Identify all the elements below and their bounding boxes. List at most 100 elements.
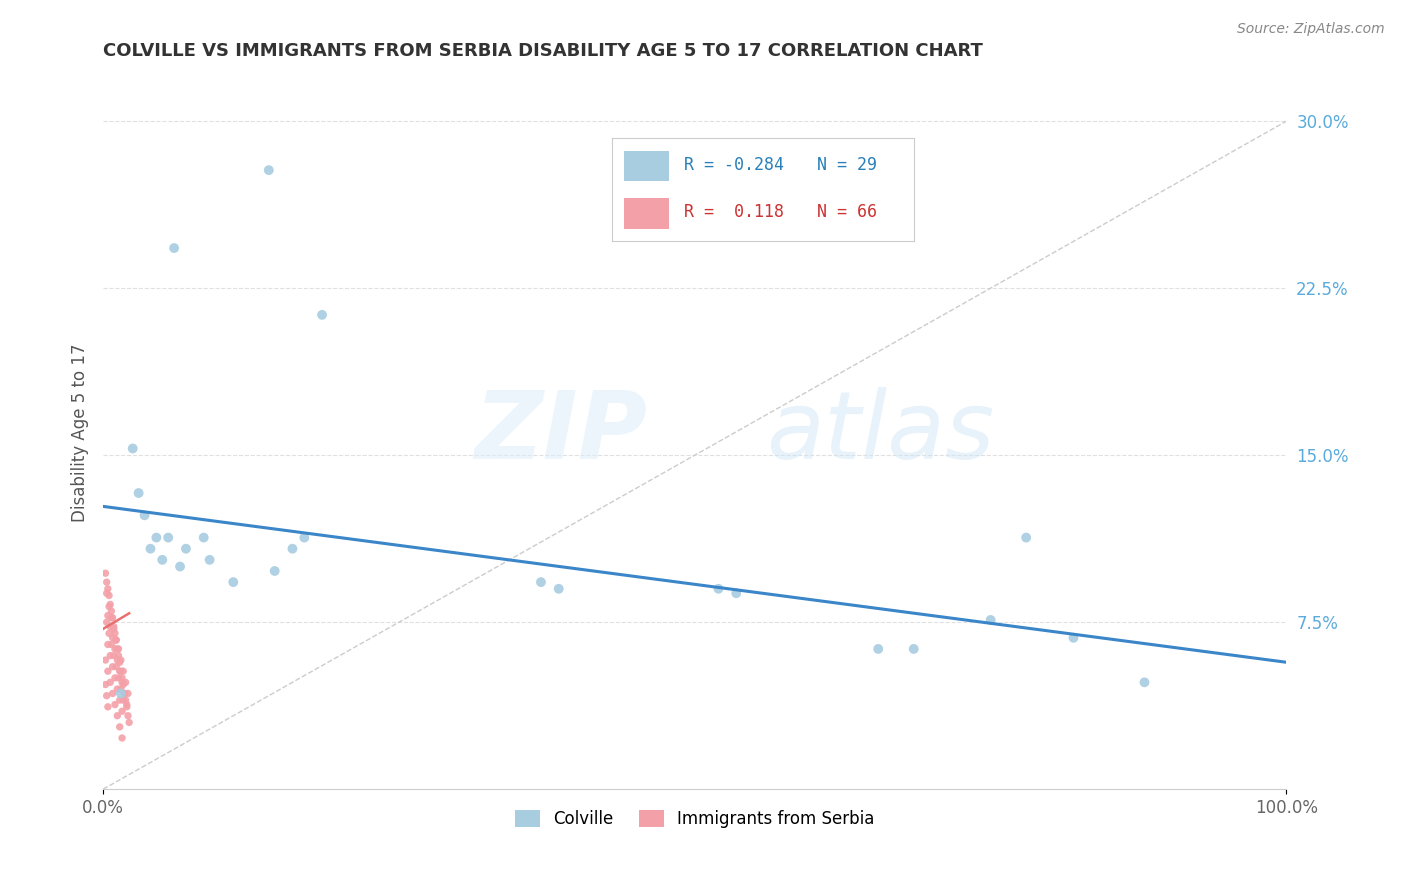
Point [103,648,125,663]
Point [98,598,121,612]
Point [96,575,118,590]
Point [101,631,124,645]
Point [110,681,132,696]
Point [98,589,121,603]
Point [150,553,173,567]
Point [114,675,136,690]
Point [101,686,124,700]
Point [118,715,141,730]
Point [96,615,118,630]
Point [100,611,122,625]
Point [257,163,280,178]
Point [107,648,129,663]
Text: ZIP: ZIP [475,387,648,479]
Point [111,675,134,690]
Point [707,582,730,596]
Point [115,698,138,712]
Point [104,698,127,712]
Point [97,608,120,623]
Point [112,664,135,678]
Point [110,664,132,678]
Text: R = -0.284: R = -0.284 [685,156,785,174]
Point [94,677,117,691]
Point [108,664,131,678]
Text: N = 66: N = 66 [817,203,877,221]
Point [311,308,333,322]
Point [97,664,120,678]
Point [98,648,121,663]
Point [105,653,128,667]
Text: N = 29: N = 29 [817,156,877,174]
Point [100,604,122,618]
Text: Source: ZipAtlas.com: Source: ZipAtlas.com [1237,22,1385,37]
Point [145,531,167,545]
Point [1015,531,1038,545]
Point [94,653,117,667]
Point [96,689,118,703]
Text: R =  0.118: R = 0.118 [685,203,785,221]
Point [108,693,131,707]
Text: atlas: atlas [766,387,994,478]
Point [868,641,890,656]
Point [725,586,748,600]
Point [530,575,553,590]
Point [169,559,191,574]
Point [112,686,135,700]
Point [121,442,143,456]
Point [1062,631,1084,645]
Point [105,633,128,648]
Point [105,708,128,723]
Point [110,653,132,667]
Point [105,633,128,648]
Point [104,641,127,656]
Y-axis label: Disability Age 5 to 17: Disability Age 5 to 17 [72,343,89,522]
Text: COLVILLE VS IMMIGRANTS FROM SERBIA DISABILITY AGE 5 TO 17 CORRELATION CHART: COLVILLE VS IMMIGRANTS FROM SERBIA DISAB… [103,42,983,60]
Point [97,699,120,714]
Legend: Colville, Immigrants from Serbia: Colville, Immigrants from Serbia [509,803,882,834]
Point [103,620,125,634]
Point [114,693,136,707]
Point [103,622,125,636]
Bar [624,198,669,228]
Point [105,659,128,673]
Point [112,693,135,707]
Point [547,582,569,596]
Point [134,508,156,523]
Point [104,671,127,685]
Point [292,531,315,545]
Point [107,641,129,656]
Point [97,637,120,651]
Point [163,241,186,255]
Point [97,582,120,596]
Point [193,531,215,545]
Point [117,708,139,723]
Point [104,626,127,640]
Point [174,541,197,556]
Point [105,681,128,696]
Point [105,641,128,656]
Point [903,641,925,656]
Point [139,541,162,556]
Point [101,611,124,625]
Point [98,626,121,640]
Point [117,686,139,700]
Point [94,566,117,581]
Point [222,575,245,590]
Point [157,531,180,545]
Point [101,659,124,673]
Point [107,671,129,685]
Point [263,564,285,578]
Point [108,655,131,669]
Point [198,553,221,567]
Point [128,486,150,500]
Bar [624,151,669,181]
Point [112,686,135,700]
Point [980,613,1002,627]
Point [110,686,132,700]
Point [1133,675,1156,690]
Point [98,620,121,634]
Point [112,677,135,691]
Point [96,586,118,600]
Point [98,599,121,614]
Point [111,671,134,685]
